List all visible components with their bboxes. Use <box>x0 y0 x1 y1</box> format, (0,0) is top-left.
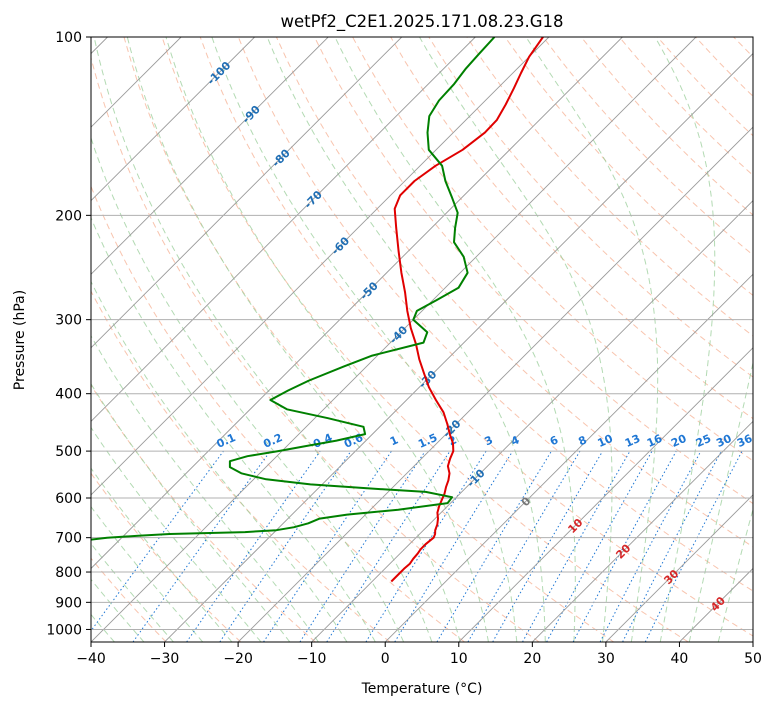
moist-adiabat-line <box>688 360 753 642</box>
mixing-ratio-line <box>132 450 271 642</box>
series-layer <box>91 37 544 583</box>
isotherm-line <box>311 200 753 642</box>
y-axis-title: Pressure (hPa) <box>12 290 28 390</box>
background-lines <box>91 37 753 642</box>
dry-adiabat-line <box>237 37 753 592</box>
dry-adiabat-line <box>123 37 614 642</box>
isotherm-line <box>605 494 753 642</box>
mixing-ratio-line <box>326 450 451 642</box>
mixing-ratio-line <box>91 450 224 632</box>
isotherm-line <box>237 126 753 642</box>
dry-adiabat-line <box>466 37 753 337</box>
mixing-ratio-line <box>644 450 743 642</box>
x-tick-label: −10 <box>297 651 327 667</box>
mixing-ratio-label: 16 <box>645 432 665 450</box>
y-tick-label: 300 <box>55 313 82 329</box>
isotherm-line <box>91 37 697 642</box>
mixing-ratio-line <box>299 450 426 642</box>
mixing-ratio-label: 25 <box>694 432 713 450</box>
mixing-ratio-line <box>394 450 514 642</box>
moist-adiabat-line <box>91 382 291 642</box>
moist-adiabat-line <box>91 426 262 642</box>
isotherm-line <box>458 347 753 642</box>
dry-adiabat-line <box>314 37 753 505</box>
y-tick-label: 100 <box>55 30 82 46</box>
moist-adiabat-line <box>91 216 376 642</box>
moist-adiabat-line <box>525 37 659 642</box>
y-tick-label: 1000 <box>46 622 82 638</box>
x-tick-label: 40 <box>671 651 689 667</box>
x-tick-label: −40 <box>76 651 106 667</box>
x-tick-label: 0 <box>381 651 390 667</box>
isotherm-line <box>384 273 753 642</box>
mixing-ratio-label: 36 <box>735 432 755 450</box>
dry-adiabat-line <box>91 185 465 642</box>
y-tick-label: 700 <box>55 531 82 547</box>
dry-adiabat-line <box>390 37 753 420</box>
mixing-ratio-line <box>219 450 352 642</box>
dry-adiabat-line <box>161 37 689 642</box>
moist-adiabat-line <box>91 334 319 642</box>
moist-adiabat-line <box>334 37 576 642</box>
mixing-ratio-label: 20 <box>669 432 689 450</box>
y-tick-label: 200 <box>55 208 82 224</box>
mixing-ratio-line <box>546 450 653 642</box>
mixing-ratio-label: 13 <box>623 432 642 450</box>
moist-adiabat-line <box>93 37 433 642</box>
x-tick-label: 30 <box>597 651 615 667</box>
isotherm-line <box>91 37 476 422</box>
x-axis-title: Temperature (°C) <box>361 681 483 697</box>
y-tick-label: 800 <box>55 565 82 581</box>
isotherm-line <box>91 37 329 275</box>
moist-adiabat-line <box>654 37 716 642</box>
moist-adiabat-line <box>165 37 489 642</box>
moist-adiabat-line <box>91 542 174 642</box>
y-tick-label: 500 <box>55 444 82 460</box>
chart-title: wetPf2_C2E1.2025.171.08.23.G18 <box>280 12 563 32</box>
moist-adiabat-line <box>211 37 518 642</box>
moist-adiabat-line <box>419 37 613 642</box>
mixing-ratio-line <box>572 450 677 642</box>
dewpoint-profile-line <box>91 37 496 541</box>
dry-adiabat-line <box>352 37 753 462</box>
x-tick-label: 10 <box>450 651 468 667</box>
moist-adiabat-line <box>91 136 405 642</box>
y-tick-label: 600 <box>55 491 82 507</box>
mixing-ratio-label: 30 <box>714 432 734 450</box>
isotherm-line <box>91 37 255 202</box>
dry-adiabat-line <box>91 290 391 642</box>
moist-adiabat-line <box>91 578 145 642</box>
isotherm-line <box>91 37 623 570</box>
moist-adiabat-line <box>126 37 461 642</box>
moist-adiabat-line <box>91 505 204 642</box>
x-tick-label: 50 <box>744 651 762 667</box>
isotherm-line <box>164 52 753 642</box>
dry-adiabat-line <box>428 37 753 378</box>
dry-adiabat-line <box>275 37 753 548</box>
x-tick-label: 20 <box>523 651 541 667</box>
x-tick-label: −20 <box>223 651 253 667</box>
moist-adiabat-line <box>91 280 348 642</box>
isotherm-line <box>532 420 753 642</box>
mixing-ratio-line <box>263 450 392 642</box>
y-tick-label: 900 <box>55 595 82 611</box>
plot-frame <box>90 36 754 643</box>
dry-adiabat-line <box>91 472 242 642</box>
temperature-profile-line <box>390 37 544 583</box>
axes-layer: −40 −30 −20 −10 0 10 20 30 40 50 100 200 300 400 500 60… <box>46 30 762 667</box>
moist-adiabat-line <box>91 467 233 642</box>
mixing-ratio-line <box>186 450 321 642</box>
isotherm-line <box>91 37 403 349</box>
mixing-ratio-label: 10 <box>596 432 616 450</box>
dry-adiabat-line <box>91 384 316 642</box>
moist-adiabat-line <box>266 37 546 642</box>
moist-adiabat-line <box>717 507 753 642</box>
x-tick-label: −30 <box>150 651 180 667</box>
isotherm-line <box>91 37 550 496</box>
y-tick-label: 400 <box>55 387 82 403</box>
mixing-ratio-line <box>522 450 631 642</box>
dry-adiabat-line <box>504 37 753 296</box>
